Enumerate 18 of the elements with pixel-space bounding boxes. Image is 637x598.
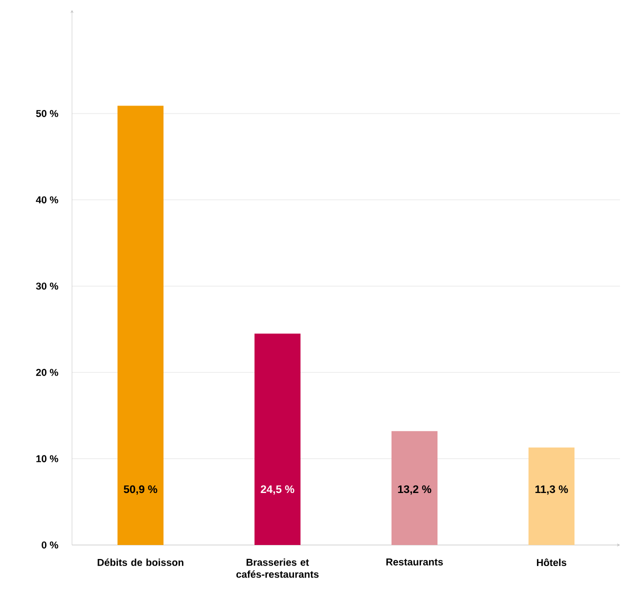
- y-tick-label: 20 %: [36, 368, 58, 376]
- x-tick-label: Hôtels: [536, 558, 566, 566]
- data-label: 50,9 %: [124, 485, 158, 495]
- y-tick-label: 40 %: [36, 196, 58, 204]
- y-tick-label: 50 %: [36, 110, 58, 118]
- data-label: 13,2 %: [398, 485, 432, 495]
- y-tick-label: 10 %: [36, 455, 58, 462]
- x-tick-label: Brasseries et cafés-restaurants: [236, 558, 319, 578]
- bar: [392, 431, 438, 545]
- x-tick-label: Débits de boisson: [98, 558, 184, 566]
- y-tick-label: 0 %: [42, 541, 58, 549]
- bar: [254, 334, 301, 545]
- y-tick-label: 30 %: [36, 282, 58, 290]
- x-tick-label: Restaurants: [386, 558, 443, 566]
- bar: [528, 447, 575, 545]
- bar: [118, 106, 164, 545]
- data-label: 24,5 %: [260, 485, 294, 495]
- data-label: 11,3 %: [535, 485, 568, 495]
